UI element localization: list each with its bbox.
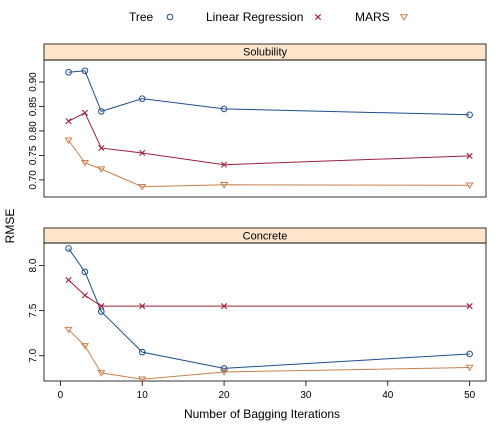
data-point-solubility-mars bbox=[64, 137, 73, 145]
data-point-concrete-tree bbox=[138, 348, 146, 356]
data-point-solubility-tree bbox=[466, 111, 473, 119]
data-point-solubility-mars bbox=[465, 182, 474, 190]
panels: Solubility 0.70 0.75 0.80 0.85 0.90 Concrete 7.… bbox=[28, 43, 487, 384]
y-tick-label-concrete: 7.5 bbox=[28, 303, 39, 317]
data-point-solubility-mars bbox=[80, 160, 90, 167]
legend-marker-tree bbox=[166, 13, 174, 21]
y-tick-label-concrete: 7.0 bbox=[28, 348, 39, 362]
x-axis-title: Number of Bagging Iterations bbox=[184, 407, 340, 421]
legend-label-linear-regression: Linear Regression bbox=[206, 10, 303, 24]
y-tick-label-solubility: 0.70 bbox=[28, 170, 39, 190]
data-point-solubility-linear-regression bbox=[81, 109, 89, 116]
y-tick-label-solubility: 0.80 bbox=[28, 121, 39, 141]
data-point-solubility-linear-regression bbox=[220, 161, 228, 168]
data-point-concrete-tree bbox=[220, 365, 228, 372]
legend-marker-mars bbox=[399, 14, 409, 21]
data-point-concrete-mars bbox=[219, 369, 229, 376]
y-tick-label-solubility: 0.90 bbox=[28, 72, 39, 92]
data-point-solubility-linear-regression bbox=[139, 149, 146, 157]
data-point-concrete-tree bbox=[97, 308, 105, 315]
data-point-concrete-linear-regression bbox=[220, 303, 228, 310]
data-point-solubility-linear-regression bbox=[466, 152, 473, 159]
data-point-solubility-tree bbox=[97, 108, 105, 115]
data-point-concrete-linear-regression bbox=[65, 276, 72, 284]
legend-label-mars: MARS bbox=[355, 10, 390, 24]
x-tick-label: 0 bbox=[58, 390, 64, 401]
panel-concrete: Concrete 7.0 7.5 8.0 bbox=[28, 227, 487, 384]
data-point-concrete-linear-regression bbox=[466, 303, 473, 310]
legend-marker-linear-regression bbox=[314, 13, 322, 21]
data-point-solubility-tree bbox=[220, 105, 228, 113]
data-point-concrete-linear-regression bbox=[139, 303, 146, 310]
data-point-concrete-tree bbox=[81, 268, 89, 276]
data-point-concrete-mars bbox=[138, 376, 147, 384]
data-point-solubility-tree bbox=[138, 95, 146, 102]
strip-label-concrete: Concrete bbox=[243, 231, 288, 243]
series-line-solubility-tree bbox=[68, 70, 470, 116]
plot-frame-concrete bbox=[43, 242, 487, 382]
data-point-concrete-mars bbox=[97, 370, 106, 377]
data-point-concrete-linear-regression bbox=[98, 303, 105, 310]
strip-label-solubility: Solubility bbox=[243, 47, 288, 59]
y-tick-label-concrete: 8.0 bbox=[28, 258, 39, 272]
series-line-concrete-mars bbox=[68, 329, 470, 380]
data-point-solubility-linear-regression bbox=[65, 118, 72, 125]
data-point-solubility-linear-regression bbox=[98, 144, 105, 152]
data-point-solubility-tree bbox=[81, 67, 89, 75]
y-tick-label-solubility: 0.85 bbox=[28, 96, 39, 116]
x-tick-label: 40 bbox=[382, 390, 394, 401]
data-point-solubility-mars bbox=[219, 182, 229, 189]
data-point-concrete-tree bbox=[65, 245, 72, 252]
data-point-concrete-mars bbox=[80, 343, 90, 350]
data-point-concrete-mars bbox=[64, 326, 73, 334]
y-axis-title: RMSE bbox=[3, 209, 17, 244]
series-line-solubility-linear-regression bbox=[68, 112, 470, 166]
series-line-solubility-mars bbox=[68, 139, 470, 188]
series-line-concrete-linear-regression bbox=[68, 279, 470, 307]
data-point-concrete-linear-regression bbox=[81, 292, 89, 299]
x-tick-label: 10 bbox=[137, 390, 149, 401]
x-tick-label: 20 bbox=[219, 390, 231, 401]
panel-solubility: Solubility 0.70 0.75 0.80 0.85 0.90 bbox=[28, 43, 487, 198]
legend: Tree Linear Regression MARS bbox=[129, 10, 409, 24]
data-point-solubility-mars bbox=[138, 183, 147, 191]
data-point-solubility-tree bbox=[65, 68, 72, 76]
legend-label-tree: Tree bbox=[129, 10, 154, 24]
x-tick-label: 50 bbox=[464, 390, 476, 401]
series-line-concrete-tree bbox=[68, 248, 470, 369]
plot-frame-solubility bbox=[43, 59, 487, 198]
x-axis: 0 10 20 30 40 50 bbox=[58, 381, 476, 401]
data-point-concrete-mars bbox=[465, 364, 474, 372]
y-tick-label-solubility: 0.75 bbox=[28, 145, 39, 165]
data-point-concrete-tree bbox=[466, 350, 473, 358]
x-tick-label: 30 bbox=[300, 390, 312, 401]
data-point-solubility-mars bbox=[97, 166, 106, 173]
